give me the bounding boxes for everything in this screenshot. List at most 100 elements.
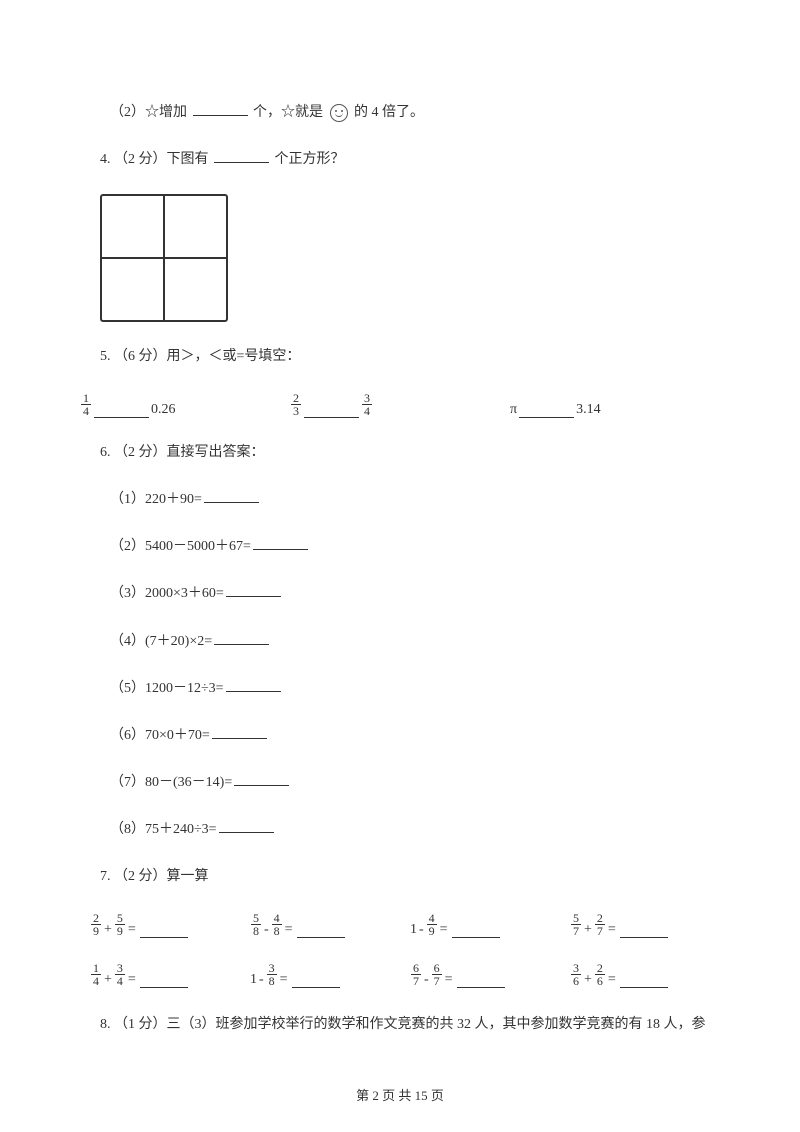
num-one: 1 — [410, 922, 417, 938]
q6-i4-text: （4）(7＋20)×2= — [110, 634, 212, 649]
q7-b2[interactable] — [297, 924, 345, 938]
square-grid-figure — [100, 194, 228, 322]
q6-i3-blank[interactable] — [226, 583, 281, 597]
q6-i1: （1）220＋90= — [70, 487, 730, 512]
smiley-icon — [330, 104, 348, 122]
q7-r2c4: 36+26= — [570, 962, 730, 988]
frac-1-4b: 14 — [91, 962, 101, 988]
frac-2-6: 26 — [595, 962, 605, 988]
q7-b5[interactable] — [140, 974, 188, 988]
q6-i2-text: （2）5400－5000＋67= — [110, 539, 251, 554]
q5-cell-1: 14 0.26 — [80, 392, 290, 418]
frac-1-4: 14 — [81, 392, 91, 418]
q5-blank-3[interactable] — [519, 404, 574, 418]
q5-v2: 3.14 — [576, 402, 601, 418]
q7-b3[interactable] — [452, 924, 500, 938]
q4-line: 4. （2 分）下图有 个正方形？ — [70, 147, 730, 172]
page-footer: 第 2 页 共 15 页 — [0, 1085, 800, 1104]
op-eq: = — [280, 972, 288, 988]
frac-3-4b: 34 — [115, 962, 125, 988]
q6-i1-text: （1）220＋90= — [110, 492, 202, 507]
q7-row1: 29+59= 58-48= 1-49= 57+27= — [70, 912, 730, 938]
q6-i5-blank[interactable] — [226, 678, 281, 692]
q7-line: 7. （2 分）算一算 — [70, 864, 730, 889]
q5-row: 14 0.26 23 34 π 3.14 — [70, 392, 730, 418]
q6-i2-blank[interactable] — [253, 536, 308, 550]
q6-i4: （4）(7＋20)×2= — [70, 629, 730, 654]
q6-i4-blank[interactable] — [214, 631, 269, 645]
q8-line: 8. （1 分）三（3）班参加学校举行的数学和作文竞赛的共 32 人，其中参加数… — [70, 1012, 730, 1037]
q7-r2c3: 67-67= — [410, 962, 570, 988]
frac-5-7: 57 — [571, 912, 581, 938]
q6-i3: （3）2000×3＋60= — [70, 581, 730, 606]
frac-5-9: 59 — [115, 912, 125, 938]
q6-i6: （6）70×0＋70= — [70, 723, 730, 748]
q7-r2c2: 1-38= — [250, 962, 410, 988]
q6-i7-text: （7）80－(36－14)= — [110, 775, 232, 790]
q2-text-a: （2）☆增加 — [110, 105, 187, 120]
q6-i8-blank[interactable] — [219, 819, 274, 833]
q6-i1-blank[interactable] — [204, 489, 259, 503]
q5-pi: π — [510, 402, 517, 418]
q6-i6-blank[interactable] — [212, 725, 267, 739]
frac-3-6: 36 — [571, 962, 581, 988]
op-plus: + — [104, 922, 112, 938]
q7-r1c1: 29+59= — [90, 912, 250, 938]
q6-i5-text: （5）1200－12÷3= — [110, 681, 224, 696]
frac-2-3: 23 — [291, 392, 301, 418]
num-one: 1 — [250, 972, 257, 988]
frac-3-8: 38 — [267, 962, 277, 988]
q2-text-b: 个，☆就是 — [253, 105, 323, 120]
q5-blank-2[interactable] — [304, 404, 359, 418]
q7-b7[interactable] — [457, 974, 505, 988]
q4-text-a: 4. （2 分）下图有 — [100, 152, 209, 167]
q6-i5: （5）1200－12÷3= — [70, 676, 730, 701]
op-eq: = — [445, 972, 453, 988]
q7-r2c1: 14+34= — [90, 962, 250, 988]
op-eq: = — [440, 922, 448, 938]
op-minus: - — [419, 922, 424, 938]
frac-4-9: 49 — [427, 912, 437, 938]
q6-i7: （7）80－(36－14)= — [70, 770, 730, 795]
q6-i6-text: （6）70×0＋70= — [110, 728, 210, 743]
q5-line: 5. （6 分）用＞，＜或=号填空： — [70, 344, 730, 369]
op-minus: - — [264, 922, 269, 938]
op-minus: - — [259, 972, 264, 988]
op-eq: = — [608, 922, 616, 938]
q7-r1c4: 57+27= — [570, 912, 730, 938]
q2-blank[interactable] — [193, 102, 248, 116]
op-eq: = — [285, 922, 293, 938]
frac-3-4: 34 — [362, 392, 372, 418]
frac-2-9: 29 — [91, 912, 101, 938]
q5-v1: 0.26 — [151, 402, 176, 418]
op-eq: = — [608, 972, 616, 988]
q2-text-c: 的 4 倍了。 — [354, 105, 424, 120]
q7-b8[interactable] — [620, 974, 668, 988]
op-minus: - — [424, 972, 429, 988]
frac-6-7: 67 — [411, 962, 421, 988]
q7-b1[interactable] — [140, 924, 188, 938]
q7-row2: 14+34= 1-38= 67-67= 36+26= — [70, 962, 730, 988]
q7-b4[interactable] — [620, 924, 668, 938]
q6-i2: （2）5400－5000＋67= — [70, 534, 730, 559]
q5-cell-2: 23 34 — [290, 392, 510, 418]
q7-r1c2: 58-48= — [250, 912, 410, 938]
q5-cell-3: π 3.14 — [510, 402, 730, 418]
q7-b6[interactable] — [292, 974, 340, 988]
op-plus: + — [584, 972, 592, 988]
q4-text-b: 个正方形？ — [275, 152, 345, 167]
q6-i7-blank[interactable] — [234, 772, 289, 786]
q4-blank[interactable] — [214, 149, 269, 163]
q7-r1c3: 1-49= — [410, 912, 570, 938]
q6-i3-text: （3）2000×3＋60= — [110, 586, 224, 601]
q6-i8-text: （8）75＋240÷3= — [110, 822, 217, 837]
q6-i8: （8）75＋240÷3= — [70, 817, 730, 842]
q6-line: 6. （2 分）直接写出答案： — [70, 440, 730, 465]
q2-sub-line: （2）☆增加 个，☆就是 的 4 倍了。 — [70, 100, 730, 125]
q5-blank-1[interactable] — [94, 404, 149, 418]
op-eq: = — [128, 972, 136, 988]
frac-6-7b: 67 — [432, 962, 442, 988]
op-plus: + — [584, 922, 592, 938]
op-plus: + — [104, 972, 112, 988]
op-eq: = — [128, 922, 136, 938]
